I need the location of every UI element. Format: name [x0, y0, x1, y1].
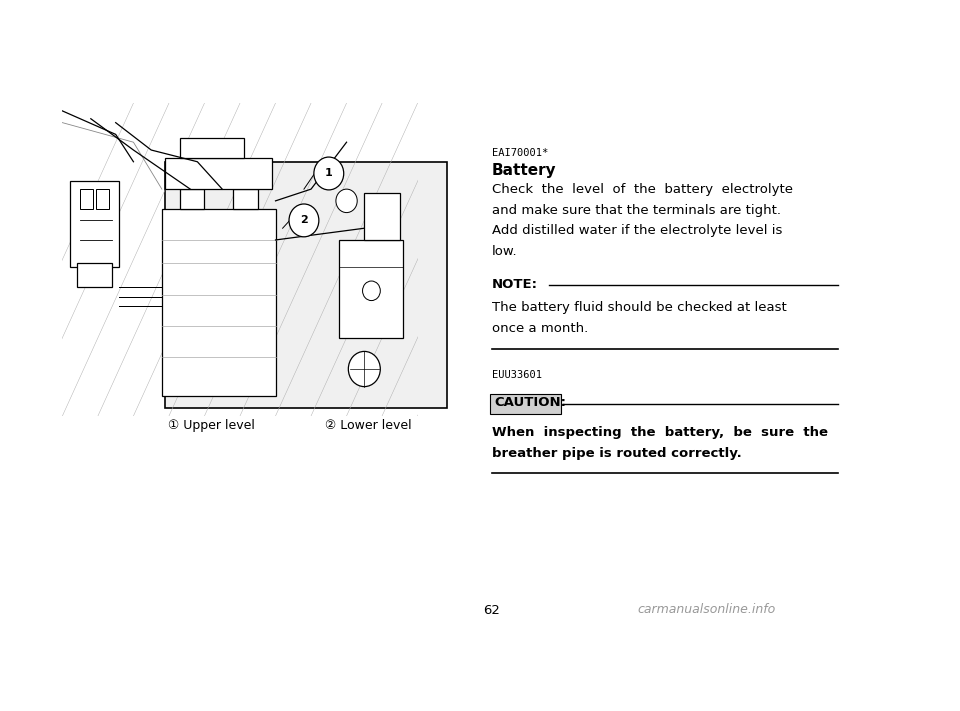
Text: once a month.: once a month. — [492, 322, 588, 335]
Text: When  inspecting  the  battery,  be  sure  the: When inspecting the battery, be sure the — [492, 426, 828, 439]
Text: Battery: Battery — [492, 163, 557, 178]
Circle shape — [363, 281, 380, 301]
Circle shape — [314, 157, 344, 190]
Text: Check  the  level  of  the  battery  electrolyte: Check the level of the battery electroly… — [492, 183, 793, 196]
Circle shape — [289, 204, 319, 237]
Text: EUU33601: EUU33601 — [492, 370, 542, 380]
Bar — [340, 240, 403, 338]
Bar — [96, 189, 108, 209]
Circle shape — [348, 351, 380, 387]
Text: The battery fluid should be checked at least: The battery fluid should be checked at l… — [492, 301, 787, 314]
Text: ① Upper level: ① Upper level — [168, 419, 255, 432]
Text: CAUTION:: CAUTION: — [494, 396, 566, 410]
Text: 62: 62 — [484, 604, 500, 617]
Text: ② Lower level: ② Lower level — [324, 419, 411, 432]
Bar — [180, 139, 244, 158]
Text: low.: low. — [492, 245, 517, 258]
Circle shape — [336, 189, 357, 213]
Bar — [69, 181, 119, 267]
Bar — [365, 193, 400, 240]
Bar — [162, 209, 276, 397]
Text: carmanualsonline.info: carmanualsonline.info — [637, 604, 776, 616]
Bar — [233, 189, 258, 209]
Bar — [77, 263, 112, 287]
Text: 1: 1 — [324, 169, 333, 178]
Text: Add distilled water if the electrolyte level is: Add distilled water if the electrolyte l… — [492, 225, 782, 237]
Bar — [180, 189, 204, 209]
Text: and make sure that the terminals are tight.: and make sure that the terminals are tig… — [492, 203, 781, 217]
Text: NOTE:: NOTE: — [492, 278, 538, 291]
Text: EAI70001*: EAI70001* — [492, 149, 548, 159]
Text: breather pipe is routed correctly.: breather pipe is routed correctly. — [492, 447, 742, 459]
Bar — [165, 158, 272, 189]
Bar — [81, 189, 92, 209]
FancyBboxPatch shape — [490, 394, 562, 415]
Text: 2: 2 — [300, 215, 308, 225]
Bar — [165, 162, 447, 408]
